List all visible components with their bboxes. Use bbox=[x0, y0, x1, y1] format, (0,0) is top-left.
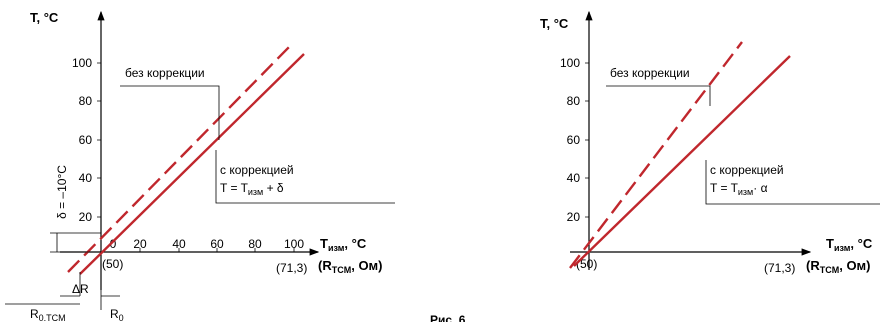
ticks bbox=[585, 62, 589, 218]
delta-label: δ = –10°C bbox=[55, 165, 69, 219]
leader bbox=[215, 150, 395, 204]
x-mark: (71,3) bbox=[276, 261, 307, 275]
text-part: TCM bbox=[332, 265, 352, 275]
x-mark: (71,3) bbox=[764, 261, 795, 275]
text-part: 0 bbox=[119, 313, 124, 322]
y-tick: 80 bbox=[567, 94, 581, 108]
text-part: 0.TCM bbox=[39, 313, 66, 322]
y-tick: 60 bbox=[567, 133, 581, 147]
text-part: , °C bbox=[344, 236, 366, 251]
leader bbox=[120, 85, 220, 140]
annotation: без коррекции bbox=[125, 66, 205, 80]
annotation: с коррекцией bbox=[710, 163, 784, 177]
text-part: T bbox=[826, 236, 834, 251]
line-correction bbox=[573, 55, 791, 267]
line-no-correction bbox=[569, 41, 743, 269]
x-label-2: (RTCM, Ом) bbox=[806, 258, 871, 275]
x-label: Tизм, °C bbox=[826, 236, 873, 253]
r0: R0 bbox=[110, 307, 124, 322]
delta-lines bbox=[50, 232, 101, 253]
delta-r: ΔR bbox=[72, 282, 89, 296]
formula: T = Tизм + δ bbox=[220, 181, 284, 197]
y-tick: 100 bbox=[72, 56, 92, 70]
annotation: без коррекции bbox=[610, 66, 690, 80]
text-part: , °C bbox=[850, 236, 872, 251]
leader bbox=[606, 85, 711, 106]
text-part: R bbox=[30, 307, 39, 321]
y-tick: 20 bbox=[567, 210, 581, 224]
x-tick: 100 bbox=[284, 237, 304, 251]
x-tick: 80 bbox=[248, 237, 262, 251]
y-label: T, °C bbox=[30, 10, 59, 25]
ticks bbox=[97, 62, 295, 252]
y-tick: 80 bbox=[79, 94, 93, 108]
right-chart: T, °C 20 40 60 80 100 (50) (71,3) Tизм, … bbox=[540, 10, 880, 275]
caption: Рис. 6 bbox=[430, 313, 466, 322]
x-mark: (50) bbox=[576, 257, 597, 271]
x-label: Tизм, °C bbox=[320, 236, 367, 253]
left-chart: T, °C 20 40 60 80 100 0 20 40 60 80 100 … bbox=[5, 10, 395, 322]
annotation: с коррекцией bbox=[220, 163, 294, 177]
y-tick: 40 bbox=[567, 171, 581, 185]
text-part: T = T bbox=[220, 181, 249, 195]
text-part: изм bbox=[834, 243, 851, 253]
text-part: изм bbox=[738, 187, 753, 197]
x-tick: 60 bbox=[210, 237, 224, 251]
y-tick: 60 bbox=[79, 133, 93, 147]
text-part: R bbox=[110, 307, 119, 321]
text-part: (R bbox=[806, 258, 820, 273]
text-part: T = T bbox=[710, 181, 739, 195]
formula: T = Tизм· α bbox=[710, 181, 768, 197]
text-part: TCM bbox=[820, 265, 840, 275]
x-tick: 40 bbox=[172, 237, 186, 251]
x-label-2: (RTCM, Ом) bbox=[318, 258, 383, 275]
text-part: (R bbox=[318, 258, 332, 273]
text-part: , Ом) bbox=[351, 258, 382, 273]
text-part: + δ bbox=[263, 181, 284, 195]
x-mark: (50) bbox=[102, 257, 123, 271]
text-part: · α bbox=[753, 181, 767, 195]
r0-tcm: R0.TCM bbox=[30, 307, 66, 322]
text-part: T bbox=[320, 236, 328, 251]
text-part: изм bbox=[328, 243, 345, 253]
x-tick: 20 bbox=[133, 237, 147, 251]
text-part: , Ом) bbox=[839, 258, 870, 273]
line-no-correction bbox=[67, 43, 293, 273]
y-tick: 20 bbox=[79, 210, 93, 224]
y-tick: 40 bbox=[79, 171, 93, 185]
y-tick: 100 bbox=[560, 56, 580, 70]
r-lines bbox=[5, 272, 120, 310]
leader bbox=[705, 160, 880, 205]
x-tick: 0 bbox=[110, 237, 117, 251]
text-part: изм bbox=[248, 187, 263, 197]
line-correction bbox=[79, 53, 305, 275]
y-label: T, °C bbox=[540, 16, 569, 31]
